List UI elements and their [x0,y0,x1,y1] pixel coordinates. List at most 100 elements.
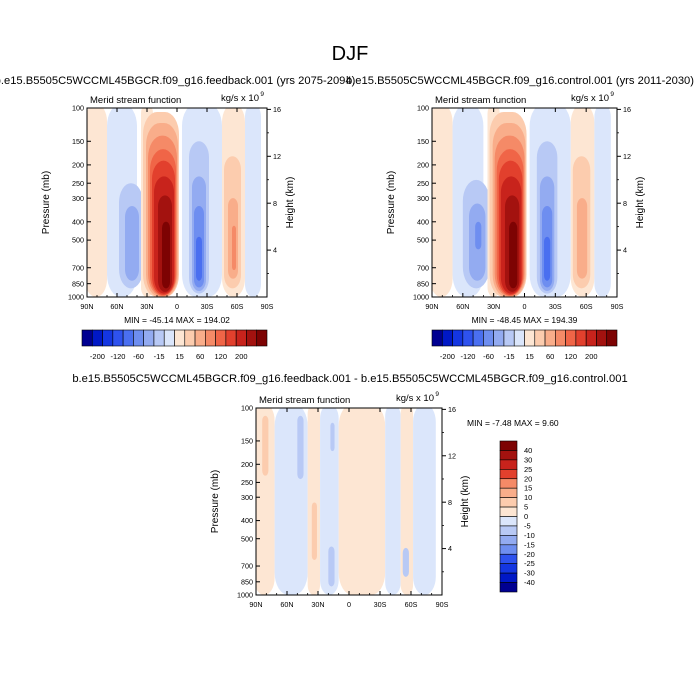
feedback-contour-cell [232,225,236,271]
control-colorbar-swatch [441,329,453,347]
difference-colorbar-swatch [499,553,518,564]
feedback-colorbar-label: 120 [214,352,227,361]
control-colorbar-swatch [513,329,525,347]
feedback-right-label: kg/s x 10 [221,93,259,104]
feedback-contour-cell [196,236,202,281]
control-x-tick-label: 90S [611,302,624,311]
feedback-colorbar-swatch [153,329,165,347]
difference-colorbar-swatch [499,478,518,489]
figure-title: DJF [331,43,369,65]
control-colorbar-label: 15 [525,352,533,361]
feedback-colorbar-label: 200 [235,352,248,361]
feedback-colorbar-swatch [91,329,103,347]
difference-x-tick-label: 0 [347,600,351,609]
control-y2-tick-label: 8 [623,199,627,208]
control-contour-cell [576,198,588,279]
difference-y2label: Height (km) [460,476,471,528]
control-x-tick-label: 0 [523,302,527,311]
feedback-left-label: Merid stream function [90,95,181,106]
feedback-y-tick-label: 700 [72,263,84,272]
control-right-label-exponent: 9 [610,91,614,98]
feedback-y2-tick-label: 8 [273,199,277,208]
control-y2-tick-label: 4 [623,246,627,255]
difference-y-tick-label: 400 [241,516,253,525]
difference-contour-cell [400,408,414,595]
control-y-tick-label: 700 [417,263,429,272]
control-colorbar-swatch [483,329,494,347]
difference-colorbar-swatch [499,450,518,461]
difference-y2-tick-label: 12 [448,451,456,460]
control-colorbar-swatch [585,329,597,347]
difference-contour-cell [338,408,386,595]
difference-colorbar-label: 25 [524,465,532,474]
feedback-colorbar-swatch [215,329,227,347]
control-y-tick-label: 1000 [413,293,429,302]
control-y-tick-label: 500 [417,236,429,245]
control-colorbar-label: 60 [546,352,554,361]
control-colorbar-label: -15 [504,352,515,361]
feedback-y2-tick-label: 12 [273,152,281,161]
difference-contour-cell [311,502,317,561]
feedback-x-tick-label: 60N [110,302,123,311]
feedback-colorbar-swatch [143,329,155,347]
feedback-colorbar-swatch [81,329,93,347]
control-y-tick-label: 200 [417,160,429,169]
feedback-y-tick-label: 150 [72,137,84,146]
control-x-tick-label: 60S [580,302,593,311]
difference-colorbar-label: -25 [524,559,535,568]
difference-colorbar-swatch [499,563,518,574]
control-colorbar-swatch [534,329,546,347]
control-y-tick-label: 300 [417,194,429,203]
control-colorbar-swatch [555,329,566,347]
difference-colorbar-label: -10 [524,531,535,540]
difference-contour-cell [385,408,401,595]
difference-y2-tick-label: 4 [448,544,452,553]
difference-x-tick-label: 60N [280,600,293,609]
difference-colorbar-swatch [499,525,518,536]
control-x-tick-label: 60N [456,302,469,311]
control-colorbar-label: -60 [483,352,494,361]
feedback-colorbar-label: 60 [196,352,204,361]
feedback-y2-tick-label: 16 [273,105,281,114]
feedback-min-max: MIN = -45.14 MAX = 194.02 [124,315,230,325]
control-colorbar-swatch [596,329,608,347]
feedback-y-tick-label: 250 [72,179,84,188]
feedback-colorbar-swatch [184,329,196,347]
feedback-y-tick-label: 200 [72,160,84,169]
difference-y2-tick-label: 8 [448,498,452,507]
difference-y-tick-label: 300 [241,493,253,502]
difference-contour-cell [402,547,409,577]
feedback-colorbar-swatch [194,329,206,347]
difference-contour-cell [413,408,436,595]
difference-colorbar-swatch [499,506,518,517]
control-y-tick-label: 850 [417,279,429,288]
control-colorbar-swatch [452,329,464,347]
feedback-colorbar-label: -120 [110,352,125,361]
feedback-colorbar-swatch [205,329,216,347]
feedback-colorbar-swatch [256,329,268,347]
difference-colorbar-label: -40 [524,578,535,587]
feedback-x-tick-label: 90S [261,302,274,311]
difference-left-label: Merid stream function [259,395,350,406]
difference-min-max: MIN = -7.48 MAX = 9.60 [467,418,559,428]
difference-contour-cell [328,546,335,587]
difference-y-tick-label: 150 [241,437,253,446]
feedback-colorbar-swatch [102,329,114,347]
control-x-tick-label: 30S [549,302,562,311]
difference-colorbar-swatch [499,544,518,555]
difference-y-tick-label: 100 [241,404,253,413]
control-colorbar-swatch [575,329,587,347]
control-colorbar-swatch [544,329,556,347]
difference-x-tick-label: 30S [374,600,387,609]
difference-y-tick-label: 700 [241,562,253,571]
feedback-y-tick-label: 500 [72,236,84,245]
feedback-colorbar-label: -60 [133,352,144,361]
control-y-tick-label: 400 [417,217,429,226]
control-y-tick-label: 150 [417,137,429,146]
difference-ylabel: Pressure (mb) [210,470,221,533]
feedback-x-tick-label: 90N [80,302,93,311]
feedback-colorbar-swatch [225,329,237,347]
control-colorbar-swatch [606,329,618,347]
difference-colorbar-swatch [499,469,518,480]
